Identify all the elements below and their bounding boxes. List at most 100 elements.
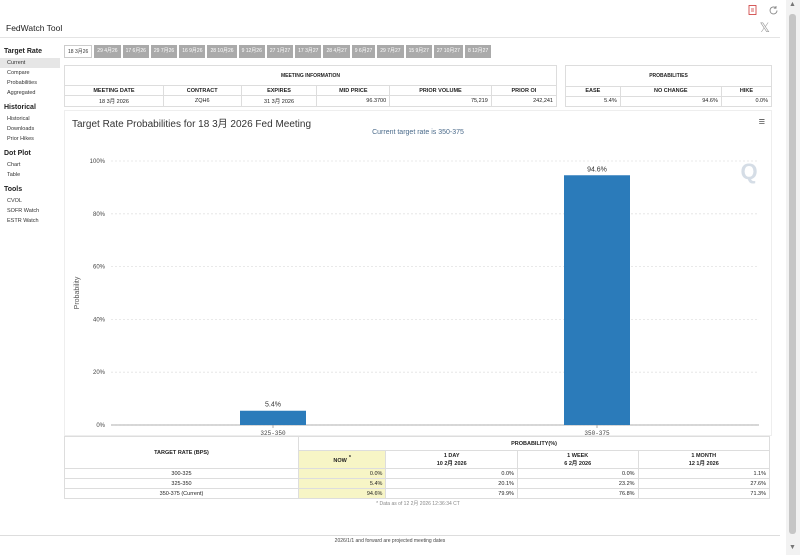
scrollbar[interactable]: ▲ ▼: [786, 0, 800, 555]
column-date: 6 2月 2026: [564, 460, 592, 467]
sidebar-heading: Historical: [4, 104, 36, 111]
probability-caption: PROBABILITY(%): [298, 436, 770, 451]
column-label: 1 WEEK: [567, 452, 589, 459]
probability-chart: 0% 20% 40% 60% 80% 100% 5.4% 325-350 94.6% 350-37…: [74, 159, 759, 435]
probability-header: EASE: [565, 85, 621, 97]
meeting-info-header-row: MEETING DATE CONTRACT EXPIRES MID PRICE PRIO…: [64, 85, 558, 96]
meeting-tab[interactable]: 17 6月26: [122, 45, 149, 58]
meeting-tab[interactable]: 28 10月26: [207, 45, 237, 58]
target-rate-cell: 300-325: [64, 468, 299, 479]
meeting-tab[interactable]: 29 7月26: [150, 45, 178, 58]
probability-column-header: 1 MONTH 12 1月 2026: [637, 450, 771, 469]
x-close-icon[interactable]: 𝕏: [759, 20, 770, 35]
target-rate-cell: 350-375 (Current): [64, 488, 299, 499]
sidebar-group: Historical Historical Downloads Prior Hikes: [0, 104, 60, 144]
sidebar-item[interactable]: SOFR Watch: [7, 208, 40, 214]
probabilities-caption: PROBABILITIES: [565, 65, 772, 87]
sidebar-item[interactable]: CVOL: [7, 198, 22, 204]
sidebar-heading: Target Rate: [4, 48, 42, 55]
meeting-info-header: EXPIRES: [240, 85, 318, 96]
meeting-tab[interactable]: 28 4月27: [323, 45, 350, 58]
main-content: 18 3月26 29 4月26 17 6月26 29 7月26 16 9月26 28 10…: [64, 45, 773, 509]
sidebar-item[interactable]: Probabilities: [7, 80, 37, 86]
sidebar-item[interactable]: Prior Hikes: [7, 136, 34, 142]
sidebar-item[interactable]: ESTR Watch: [7, 218, 39, 224]
footer-note: 2026/1/1 and forward are projected meeti…: [0, 535, 780, 544]
meeting-tab[interactable]: 17 3月27: [295, 45, 322, 58]
bar-value-label: 5.4%: [265, 402, 281, 409]
meeting-tab[interactable]: 29 7月27: [377, 45, 404, 58]
column-date: 12 1月 2026: [688, 460, 719, 467]
sidebar-heading: Dot Plot: [4, 150, 31, 157]
meeting-info-cell: 31 3月 2026: [240, 95, 318, 107]
meeting-info-header: CONTRACT: [162, 85, 242, 96]
meeting-tab[interactable]: 9 12月26: [238, 45, 265, 58]
pdf-icon[interactable]: [746, 3, 760, 17]
meeting-info-row: 18 3月 2026 ZQH6 31 3月 2026 96.3700 75,219 242…: [64, 95, 558, 107]
y-axis-label: Probability: [74, 276, 81, 309]
sidebar-item[interactable]: Chart: [7, 162, 21, 168]
sidebar-item[interactable]: Current: [0, 58, 60, 68]
y-tick-label: 20%: [93, 370, 106, 376]
scroll-up-icon[interactable]: ▲: [789, 1, 796, 8]
probability-column-header: 1 WEEK 6 2月 2026: [516, 450, 639, 469]
meeting-tab[interactable]: 27 1月27: [266, 45, 294, 58]
y-tick-label: 80%: [93, 212, 106, 218]
hamburger-menu-icon[interactable]: ≡: [758, 116, 765, 128]
app-header: FedWatch Tool 𝕏: [0, 18, 780, 38]
target-rate-header: TARGET RATE (BPS): [64, 436, 299, 469]
probability-cell: 5.4%: [565, 95, 621, 108]
sidebar-group: Target Rate Current Compare Probabilities Ag…: [0, 48, 60, 98]
meeting-tab[interactable]: 18 3月26: [64, 45, 93, 58]
chart-title: Target Rate Probabilities for 18 3月 2026…: [72, 119, 312, 130]
app-title: FedWatch Tool: [6, 23, 63, 33]
meeting-tab[interactable]: 29 4月26: [94, 45, 121, 58]
probability-value-cell: 79.9%: [385, 488, 518, 499]
probability-value-cell: 0.0%: [516, 468, 639, 479]
probability-value-cell: 0.0%: [385, 468, 518, 479]
sidebar-item[interactable]: Aggregated: [7, 90, 36, 96]
bar-value-label: 94.6%: [587, 166, 607, 173]
scroll-down-icon[interactable]: ▼: [789, 544, 796, 551]
probability-value-cell: 71.3%: [637, 488, 771, 499]
y-tick-label: 60%: [93, 265, 106, 271]
sidebar-heading: Tools: [4, 186, 23, 193]
sidebar-item[interactable]: Downloads: [7, 126, 35, 132]
probability-header: HIKE: [720, 85, 773, 97]
info-tables: MEETING INFORMATION MEETING DATE CONTRACT…: [64, 65, 773, 108]
sidebar: Target Rate Current Compare Probabilities Ag…: [0, 46, 60, 232]
probability-header: NO CHANGE: [619, 85, 722, 97]
y-tick-label: 40%: [93, 317, 106, 323]
sidebar-item[interactable]: Compare: [7, 70, 30, 76]
meeting-info-header: MEETING DATE: [64, 85, 164, 96]
meeting-tab[interactable]: 15 9月27: [405, 45, 432, 58]
sidebar-item[interactable]: Historical: [7, 116, 30, 122]
probability-column-header: 1 DAY 10 2月 2026: [385, 450, 518, 469]
probability-value-cell: 20.1%: [385, 478, 518, 489]
column-date: *: [348, 455, 352, 462]
refresh-icon[interactable]: [766, 3, 780, 17]
x-tick-label: 325-350: [260, 430, 286, 435]
probability-table: TARGET RATE (BPS) PROBABILITY(%) NOW * 1 D…: [64, 436, 771, 499]
sidebar-item[interactable]: Table: [7, 172, 21, 178]
scroll-thumb[interactable]: [789, 14, 796, 534]
meeting-tab[interactable]: 9 6月27: [351, 45, 376, 58]
probability-value-cell: 76.8%: [516, 488, 639, 499]
bar: [240, 410, 306, 425]
probability-header-row: NOW * 1 DAY 10 2月 2026 1 WEEK 6 2月 2026 1 MONT…: [65, 450, 771, 469]
meeting-info-cell: 75,219: [389, 95, 492, 107]
meeting-info-header: PRIOR VOLUME: [389, 85, 492, 96]
meeting-tab[interactable]: 8 12月27: [464, 45, 492, 58]
y-tick-label: 100%: [90, 159, 106, 165]
meeting-tab[interactable]: 16 9月26: [179, 45, 206, 58]
sidebar-group: Dot Plot Chart Table: [0, 150, 60, 180]
column-label: 1 MONTH: [691, 452, 717, 459]
probability-cell: 94.6%: [619, 95, 722, 108]
meeting-info-cell: 96.3700: [316, 95, 391, 107]
table-row: 300-325 0.0% 0.0% 0.0% 1.1%: [64, 468, 771, 479]
probability-table-section: TARGET RATE (BPS) PROBABILITY(%) NOW * 1 D…: [64, 436, 772, 509]
column-date: 10 2月 2026: [436, 460, 467, 467]
meeting-tab[interactable]: 27 10月27: [433, 45, 463, 58]
probabilities-table: PROBABILITIES EASE NO CHANGE HIKE 5.4% 94.6…: [565, 65, 773, 108]
chart-container: 0% 20% 40% 60% 80% 100% 5.4% 325-350 94.6% 350-37…: [64, 110, 772, 436]
